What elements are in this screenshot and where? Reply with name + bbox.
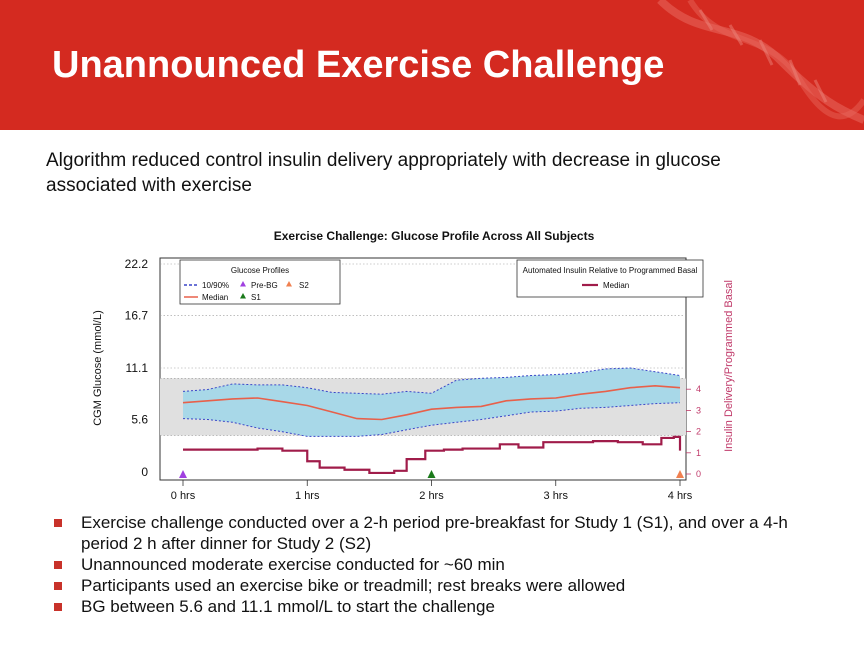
y2-tick-label: 1 xyxy=(696,448,701,458)
legend-glucose-title: Glucose Profiles xyxy=(231,266,289,275)
bullet-item: Participants used an exercise bike or tr… xyxy=(52,575,832,596)
legend-s2-icon xyxy=(286,281,292,287)
y-tick-label: 5.6 xyxy=(131,413,148,427)
plot-frame xyxy=(159,257,687,481)
y-tick-label: 22.2 xyxy=(125,257,149,271)
title-banner: Unannounced Exercise Challenge xyxy=(0,0,864,130)
x-tick-label: 2 hrs xyxy=(419,490,444,502)
marker-pre-bg xyxy=(179,470,187,478)
glucose-chart: Exercise Challenge: Glucose Profile Acro… xyxy=(80,222,760,512)
y-tick-label: 0 xyxy=(141,465,148,479)
bullet-square-icon xyxy=(54,582,62,590)
bullet-text: Participants used an exercise bike or tr… xyxy=(81,576,626,595)
slide-title: Unannounced Exercise Challenge xyxy=(52,44,665,86)
marker-s1 xyxy=(427,470,436,478)
y2-axis-label: Insulin Delivery/Programmed Basal xyxy=(723,280,735,452)
bullet-square-icon xyxy=(54,603,62,611)
bullet-list: Exercise challenge conducted over a 2-h … xyxy=(52,512,832,617)
x-tick-label: 3 hrs xyxy=(544,490,569,502)
x-tick-label: 1 hrs xyxy=(295,490,320,502)
y2-tick-label: 4 xyxy=(696,384,701,394)
bullet-text: Unannounced moderate exercise conducted … xyxy=(81,555,505,574)
marker-s2 xyxy=(676,470,684,478)
y-axis-label: CGM Glucose (mmol/L) xyxy=(92,310,104,426)
series-line-median xyxy=(182,384,681,421)
legend-prebg-icon xyxy=(240,281,246,287)
x-tick-label: 4 hrs xyxy=(668,490,693,502)
y2-tick-label: 0 xyxy=(696,469,701,479)
legend-insulin-box xyxy=(516,259,704,298)
legend-s1-icon xyxy=(240,293,246,299)
chart-title: Exercise Challenge: Glucose Profile Acro… xyxy=(274,229,595,243)
insulin-step-line xyxy=(183,435,682,475)
y-tick-label: 16.7 xyxy=(125,309,149,323)
legend-item-label: S1 xyxy=(251,293,261,302)
legend-item-label: Median xyxy=(202,293,228,302)
slide-subtitle: Algorithm reduced control insulin delive… xyxy=(46,150,721,196)
bullet-item: Exercise challenge conducted over a 2-h … xyxy=(52,512,832,554)
x-tick-label: 0 hrs xyxy=(171,490,196,502)
y2-tick-label: 2 xyxy=(696,427,701,437)
bullet-square-icon xyxy=(54,561,62,569)
legend-item-label: Median xyxy=(603,281,629,290)
legend-item-label: S2 xyxy=(299,281,309,290)
bullet-item: Unannounced moderate exercise conducted … xyxy=(52,554,832,575)
legend-item-label: 10/90% xyxy=(202,281,229,290)
bullet-text: BG between 5.6 and 11.1 mmol/L to start … xyxy=(81,597,495,616)
y-tick-label: 11.1 xyxy=(126,361,149,375)
percentile-band xyxy=(183,368,680,437)
bullet-square-icon xyxy=(54,519,62,527)
legend-glucose-box xyxy=(179,259,341,305)
dna-helix-decoration xyxy=(657,0,864,124)
series-line-p10 xyxy=(182,402,681,437)
bullet-item: BG between 5.6 and 11.1 mmol/L to start … xyxy=(52,596,832,617)
glucose-chart-svg: Exercise Challenge: Glucose Profile Acro… xyxy=(92,229,735,502)
legend-item-label: Pre-BG xyxy=(251,281,278,290)
legend-insulin-title: Automated Insulin Relative to Programmed… xyxy=(523,266,698,275)
bullet-text: Exercise challenge conducted over a 2-h … xyxy=(81,513,788,553)
y2-tick-label: 3 xyxy=(696,405,701,415)
